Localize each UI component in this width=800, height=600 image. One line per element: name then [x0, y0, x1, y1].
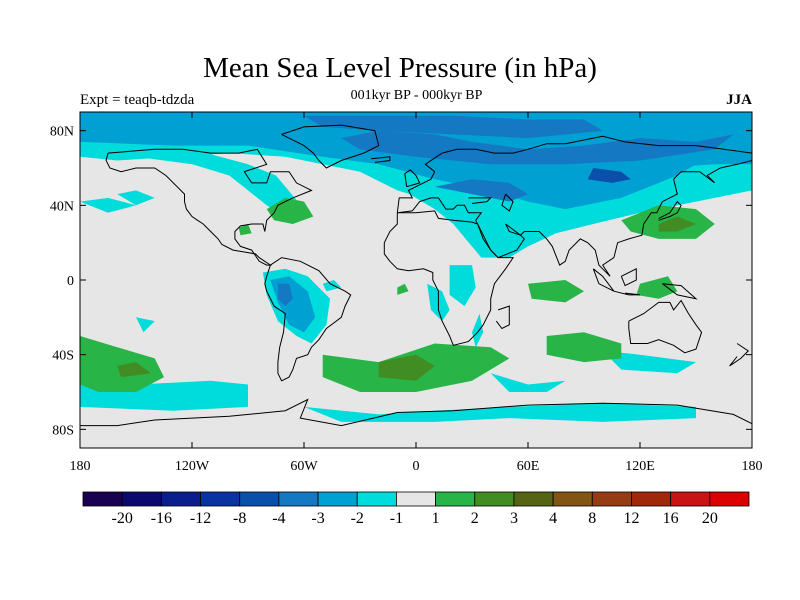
coastline	[729, 343, 750, 367]
colorbar-label: -2	[351, 510, 364, 527]
colorbar-label: 3	[510, 510, 518, 527]
lat-tick-label: 80S	[52, 423, 74, 438]
colorbar-label: 2	[471, 510, 479, 527]
pressure-anomaly-region	[602, 350, 696, 374]
colorbar-label: -4	[272, 510, 285, 527]
lat-tick-label: 40N	[50, 199, 74, 214]
coastline	[662, 283, 698, 300]
colorbar-label: 16	[663, 510, 679, 527]
pressure-anomaly-region	[238, 224, 252, 236]
pressure-anomaly-region	[136, 317, 155, 333]
colorbar-label: 20	[702, 510, 718, 527]
coastline	[613, 290, 641, 296]
lat-tick-label: 0	[67, 274, 74, 289]
coastline	[80, 398, 752, 427]
lon-tick-label: 60W	[290, 459, 318, 474]
colorbar: -20 -16 -12 -8 -4 -3 -2 -1 1 2 3 4 8 12 16 20	[82, 491, 750, 527]
axis-ticks: 80N 40N 0 40S 80S 180 120W 60W 0 60E 120E 180	[50, 112, 763, 474]
pressure-anomaly-region	[528, 280, 584, 303]
colorbar-label: -3	[311, 510, 324, 527]
coastline	[620, 267, 637, 287]
lon-tick-label: 0	[413, 459, 420, 474]
period-label: 001kyr BP - 000kyr BP	[350, 88, 483, 103]
colorbar-label: -20	[112, 510, 133, 527]
pressure-anomaly-region	[304, 115, 603, 139]
colorbar-swatch	[239, 491, 280, 507]
colorbar-label: 1	[432, 510, 440, 527]
pressure-anomaly-region	[378, 354, 435, 381]
lat-tick-label: 40S	[52, 349, 74, 364]
pressure-anomaly-field	[80, 112, 752, 422]
colorbar-swatch	[670, 491, 711, 507]
map-title: Mean Sea Level Pressure (in hPa)	[203, 52, 597, 84]
season-label: JJA	[726, 92, 752, 108]
colorbar-label: -1	[390, 510, 403, 527]
pressure-anomaly-region	[117, 190, 155, 206]
colorbar-swatch	[552, 491, 593, 507]
colorbar-swatch	[396, 491, 436, 507]
colorbar-swatch	[709, 491, 750, 507]
coastline	[383, 210, 515, 346]
pressure-anomaly-region	[136, 145, 304, 217]
coastline	[468, 197, 492, 204]
pressure-anomaly-region	[546, 332, 622, 363]
coastline	[105, 148, 313, 266]
pressure-anomaly-region	[587, 168, 631, 183]
coastline	[628, 299, 703, 354]
coastline	[404, 169, 421, 188]
pressure-anomaly-region	[80, 369, 248, 411]
colorbar-label: 12	[623, 510, 639, 527]
coastline	[658, 200, 682, 221]
pressure-anomaly-region	[80, 336, 164, 392]
colorbar-label: -12	[190, 510, 211, 527]
lon-tick-label: 120E	[625, 459, 655, 474]
pressure-anomaly-region	[472, 313, 484, 348]
colorbar-swatch	[631, 491, 672, 507]
pressure-anomaly-region	[397, 283, 409, 295]
pressure-anomaly-region	[117, 362, 151, 378]
pressure-anomaly-region	[277, 283, 293, 307]
colorbar-swatch	[121, 491, 162, 507]
coastline	[281, 124, 380, 169]
lat-tick-label: 80N	[50, 125, 74, 140]
colorbar-label: 4	[549, 510, 557, 527]
coastline	[264, 257, 352, 382]
colorbar-swatch	[435, 491, 476, 507]
pressure-anomaly-region	[304, 403, 696, 422]
pressure-anomaly-region	[341, 130, 734, 165]
experiment-label: Expt = teaqb-tdzda	[80, 92, 195, 108]
colorbar-label: -16	[151, 510, 172, 527]
pressure-anomaly-region	[80, 197, 136, 213]
coastline	[396, 135, 752, 277]
colorbar-swatch	[474, 491, 515, 507]
colorbar-swatch	[591, 491, 632, 507]
colorbar-swatch	[513, 491, 554, 507]
lon-tick-label: 60E	[517, 459, 540, 474]
colorbar-label: -8	[233, 510, 246, 527]
coastline	[495, 305, 510, 330]
coastline	[501, 193, 514, 212]
lon-tick-label: 180	[742, 459, 763, 474]
pressure-anomaly-region	[636, 276, 678, 299]
colorbar-label: 8	[588, 510, 596, 527]
colorbar-swatch	[317, 491, 358, 507]
lon-tick-label: 180	[70, 459, 91, 474]
colorbar-swatch	[356, 491, 397, 507]
pressure-anomaly-region	[322, 280, 342, 292]
coastlines	[80, 124, 752, 427]
colorbar-swatch	[160, 491, 201, 507]
lon-tick-label: 120W	[175, 459, 210, 474]
pressure-anomaly-region	[266, 197, 314, 224]
colorbar-swatch	[278, 491, 319, 507]
pressure-anomaly-region	[490, 373, 566, 392]
colorbar-swatch	[82, 491, 123, 507]
pressure-anomaly-region	[658, 216, 696, 232]
coastline	[371, 156, 391, 163]
pressure-anomaly-region	[449, 265, 476, 307]
colorbar-swatch	[200, 491, 241, 507]
